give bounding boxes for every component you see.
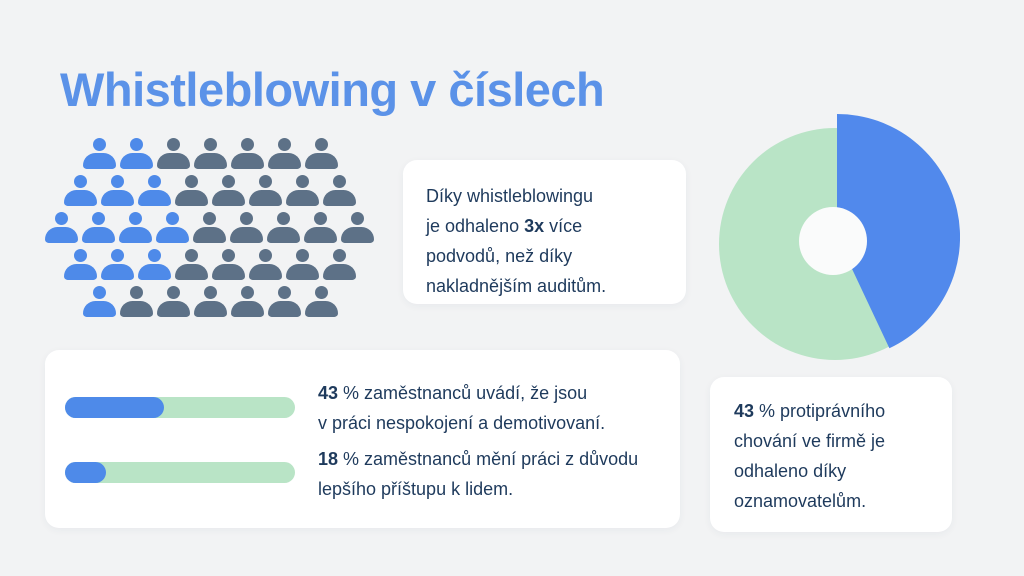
person-icon [323, 249, 356, 280]
person-icon [120, 138, 153, 169]
audit-fact-bold-value: 3x [524, 216, 545, 236]
donut-chart-svg [719, 113, 961, 360]
person-icon [305, 286, 338, 317]
person-icon [194, 286, 227, 317]
person-icon [120, 286, 153, 317]
reporter-fact-card: 43 % protiprávního chování ve firmě je o… [710, 377, 952, 532]
person-icon [231, 138, 264, 169]
person-icon [286, 175, 319, 206]
person-icon [268, 138, 301, 169]
person-icon [212, 249, 245, 280]
person-icon [64, 249, 97, 280]
person-icon [230, 212, 263, 243]
people-row [64, 175, 374, 206]
person-icon [249, 175, 282, 206]
person-icon [231, 286, 264, 317]
person-icon [286, 249, 319, 280]
stat-text-43: 43 % zaměstnanců uvádí, že jsou v práci … [318, 383, 606, 433]
employee-stats-card: 43 % zaměstnanců uvádí, že jsou v práci … [45, 350, 680, 528]
reporter-fact-text: 43 % protiprávního chování ve firmě je o… [734, 401, 886, 511]
person-icon [64, 175, 97, 206]
person-icon [82, 212, 115, 243]
progress-bar-43 [65, 397, 295, 418]
person-icon [45, 212, 78, 243]
stat-text-18: 18 % zaměstnanců mění práci z důvodu lep… [318, 449, 639, 499]
person-icon [157, 286, 190, 317]
person-icon [175, 175, 208, 206]
donut-hole [799, 207, 867, 275]
person-icon [267, 212, 300, 243]
progress-bar-18-fill [65, 462, 107, 483]
person-icon [119, 212, 152, 243]
person-icon [138, 175, 171, 206]
person-icon [83, 138, 116, 169]
person-icon [101, 175, 134, 206]
person-icon [156, 212, 189, 243]
audit-fact-card: Díky whistleblowingu je odhaleno 3x více… [403, 160, 686, 304]
person-icon [193, 212, 226, 243]
progress-bar-43-fill [65, 397, 164, 418]
person-icon [341, 212, 374, 243]
person-icon [249, 249, 282, 280]
person-icon [83, 286, 116, 317]
person-icon [305, 138, 338, 169]
person-icon [268, 286, 301, 317]
donut-blue-segment [837, 113, 961, 349]
person-icon [175, 249, 208, 280]
people-row [83, 286, 374, 317]
person-icon [157, 138, 190, 169]
people-row [45, 212, 374, 243]
progress-bar-18 [65, 462, 295, 483]
person-icon [138, 249, 171, 280]
people-row [83, 138, 374, 169]
reporter-fact-bold-value: 43 [734, 401, 755, 421]
person-icon [194, 138, 227, 169]
person-icon [304, 212, 337, 243]
people-row [64, 249, 374, 280]
person-icon [212, 175, 245, 206]
person-icon [101, 249, 134, 280]
people-grid [45, 138, 374, 323]
audit-fact-text: Díky whistleblowingu je odhaleno 3x více… [426, 186, 607, 296]
person-icon [323, 175, 356, 206]
donut-chart [710, 113, 961, 363]
page-title: Whistleblowing v číslech [60, 63, 605, 116]
